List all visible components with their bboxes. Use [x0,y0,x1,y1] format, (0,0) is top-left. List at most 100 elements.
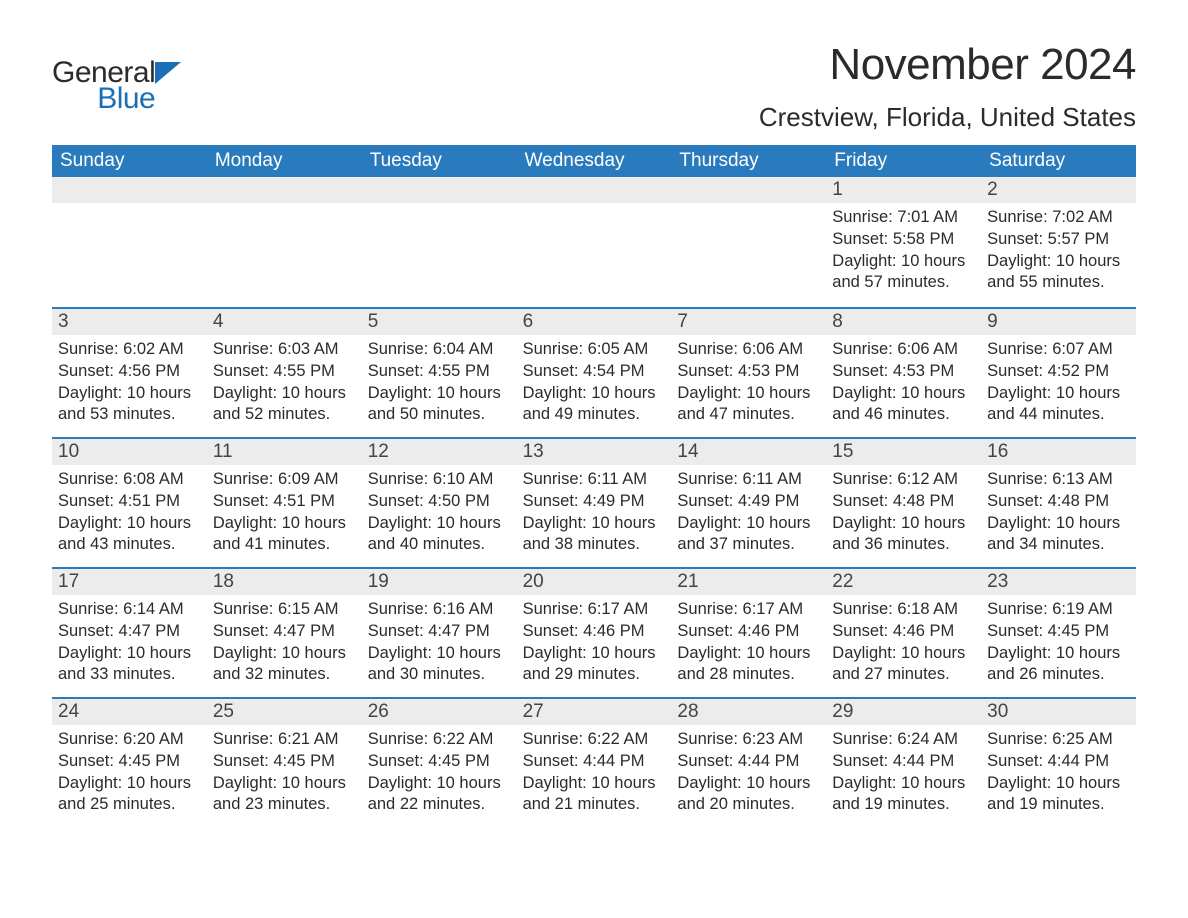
day-number-bar: 1 [826,177,981,203]
day-number: 12 [368,441,389,462]
day-number: 3 [58,311,69,332]
calendar-cell: 21Sunrise: 6:17 AMSunset: 4:46 PMDayligh… [671,569,826,697]
day-number-bar: 10 [52,439,207,465]
week-row: 17Sunrise: 6:14 AMSunset: 4:47 PMDayligh… [52,567,1136,697]
sunset-text: Sunset: 4:45 PM [368,751,511,773]
day-number: 18 [213,571,234,592]
daylight-text: Daylight: 10 hours and 28 minutes. [677,643,820,687]
sunrise-text: Sunrise: 6:11 AM [523,469,666,491]
weekday-header: Thursday [671,145,826,177]
day-number: 9 [987,311,998,332]
day-body: Sunrise: 6:03 AMSunset: 4:55 PMDaylight:… [207,335,362,434]
sunset-text: Sunset: 4:46 PM [832,621,975,643]
daylight-text: Daylight: 10 hours and 37 minutes. [677,513,820,557]
sunset-text: Sunset: 4:51 PM [213,491,356,513]
calendar-cell: 4Sunrise: 6:03 AMSunset: 4:55 PMDaylight… [207,309,362,437]
daylight-text: Daylight: 10 hours and 47 minutes. [677,383,820,427]
day-body: Sunrise: 6:11 AMSunset: 4:49 PMDaylight:… [517,465,672,564]
day-number-bar: 23 [981,569,1136,595]
day-number-bar: 19 [362,569,517,595]
day-body: Sunrise: 6:22 AMSunset: 4:44 PMDaylight:… [517,725,672,824]
sunset-text: Sunset: 5:58 PM [832,229,975,251]
calendar-cell: 6Sunrise: 6:05 AMSunset: 4:54 PMDaylight… [517,309,672,437]
day-number-bar: 26 [362,699,517,725]
day-number: 28 [677,701,698,722]
sunrise-text: Sunrise: 6:17 AM [523,599,666,621]
day-number-bar: 3 [52,309,207,335]
sunrise-text: Sunrise: 6:21 AM [213,729,356,751]
sunrise-text: Sunrise: 6:09 AM [213,469,356,491]
day-number: 25 [213,701,234,722]
calendar-cell: 20Sunrise: 6:17 AMSunset: 4:46 PMDayligh… [517,569,672,697]
sunset-text: Sunset: 4:52 PM [987,361,1130,383]
sunrise-text: Sunrise: 6:07 AM [987,339,1130,361]
day-number: 15 [832,441,853,462]
day-number-bar: 0 [362,177,517,203]
daylight-text: Daylight: 10 hours and 19 minutes. [987,773,1130,817]
calendar-cell: 15Sunrise: 6:12 AMSunset: 4:48 PMDayligh… [826,439,981,567]
sunset-text: Sunset: 4:44 PM [523,751,666,773]
daylight-text: Daylight: 10 hours and 44 minutes. [987,383,1130,427]
sunrise-text: Sunrise: 6:06 AM [677,339,820,361]
day-number-bar: 28 [671,699,826,725]
week-row: 24Sunrise: 6:20 AMSunset: 4:45 PMDayligh… [52,697,1136,827]
sunrise-text: Sunrise: 6:10 AM [368,469,511,491]
day-number-bar: 8 [826,309,981,335]
day-number-bar: 18 [207,569,362,595]
week-row: 3 Sunrise: 6:02 AMSunset: 4:56 PM Daylight… [52,307,1136,437]
daylight-text: Daylight: 10 hours and 49 minutes. [523,383,666,427]
day-body: Sunrise: 6:20 AMSunset: 4:45 PMDaylight:… [52,725,207,824]
calendar: SundayMondayTuesdayWednesdayThursdayFrid… [52,145,1136,827]
calendar-cell: 30Sunrise: 6:25 AMSunset: 4:44 PMDayligh… [981,699,1136,827]
calendar-cell: 29Sunrise: 6:24 AMSunset: 4:44 PMDayligh… [826,699,981,827]
daylight-text: Daylight: 10 hours and 19 minutes. [832,773,975,817]
week-row: 000001Sunrise: 7:01 AMSunset: 5:58 PMDay… [52,177,1136,307]
day-number-bar: 0 [207,177,362,203]
day-body: Sunrise: 6:17 AMSunset: 4:46 PMDaylight:… [671,595,826,694]
daylight-text: Daylight: 10 hours and 50 minutes. [368,383,511,427]
day-number-bar: 0 [52,177,207,203]
day-number-bar: 29 [826,699,981,725]
sunrise-text: Sunrise: 6:08 AM [58,469,201,491]
calendar-cell: 11Sunrise: 6:09 AMSunset: 4:51 PMDayligh… [207,439,362,567]
day-number: 20 [523,571,544,592]
weeks-container: 000001Sunrise: 7:01 AMSunset: 5:58 PMDay… [52,177,1136,827]
day-body: Sunrise: 6:25 AMSunset: 4:44 PMDaylight:… [981,725,1136,824]
day-number-bar: 4 [207,309,362,335]
flag-icon [155,62,189,95]
weekday-header: Tuesday [362,145,517,177]
calendar-cell: 16Sunrise: 6:13 AMSunset: 4:48 PMDayligh… [981,439,1136,567]
day-body: Sunrise: 6:09 AMSunset: 4:51 PMDaylight:… [207,465,362,564]
sunset-text: Sunset: 4:45 PM [213,751,356,773]
day-number: 27 [523,701,544,722]
calendar-cell: 26Sunrise: 6:22 AMSunset: 4:45 PMDayligh… [362,699,517,827]
day-number: 22 [832,571,853,592]
sunrise-text: Sunrise: 6:17 AM [677,599,820,621]
weekday-header: Wednesday [517,145,672,177]
calendar-cell: 8Sunrise: 6:06 AMSunset: 4:53 PMDaylight… [826,309,981,437]
sunset-text: Sunset: 4:54 PM [523,361,666,383]
calendar-cell: 14Sunrise: 6:11 AMSunset: 4:49 PMDayligh… [671,439,826,567]
day-number: 14 [677,441,698,462]
sunset-text: Sunset: 4:56 PM [58,361,201,383]
daylight-text: Daylight: 10 hours and 43 minutes. [58,513,201,557]
sunset-text: Sunset: 4:44 PM [987,751,1130,773]
sunset-text: Sunset: 4:48 PM [832,491,975,513]
day-body: Sunrise: 6:19 AMSunset: 4:45 PMDaylight:… [981,595,1136,694]
sunset-text: Sunset: 4:49 PM [523,491,666,513]
sunrise-text: Sunrise: 6:02 AM [58,339,201,361]
daylight-text: Daylight: 10 hours and 26 minutes. [987,643,1130,687]
sunrise-text: Sunrise: 6:19 AM [987,599,1130,621]
day-number: 1 [832,179,843,200]
calendar-cell: 27 Sunrise: 6:22 AMSunset: 4:44 PMDayligh… [517,699,672,827]
daylight-text: Daylight: 10 hours and 30 minutes. [368,643,511,687]
day-body: Sunrise: 6:13 AMSunset: 4:48 PMDaylight:… [981,465,1136,564]
day-number-bar: 22 [826,569,981,595]
sunset-text: Sunset: 4:55 PM [368,361,511,383]
sunrise-text: Sunrise: 6:23 AM [677,729,820,751]
sunrise-text: Sunrise: 6:24 AM [832,729,975,751]
day-number: 26 [368,701,389,722]
day-number-bar: 21 [671,569,826,595]
title-block: November 2024 Crestview, Florida, United… [759,40,1136,133]
day-number-bar: 5 [362,309,517,335]
